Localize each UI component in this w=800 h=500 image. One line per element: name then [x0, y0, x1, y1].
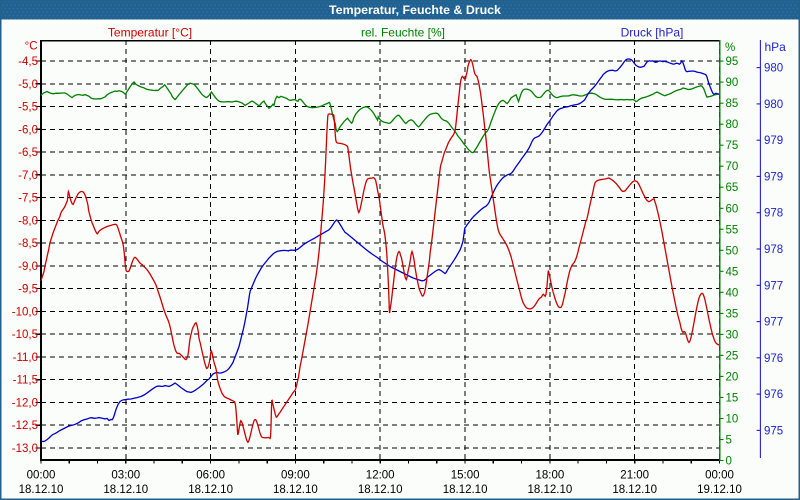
- svg-text:°C: °C: [25, 41, 38, 53]
- svg-text:90: 90: [726, 77, 739, 89]
- svg-text:976: 976: [764, 389, 783, 401]
- svg-text:85: 85: [726, 98, 739, 110]
- svg-text:09:00: 09:00: [281, 470, 310, 482]
- svg-text:-8,0: -8,0: [18, 215, 38, 227]
- svg-text:-6,0: -6,0: [18, 124, 38, 136]
- svg-text:-9,0: -9,0: [18, 261, 38, 273]
- svg-text:15: 15: [726, 392, 739, 404]
- svg-text:06:00: 06:00: [196, 470, 225, 482]
- svg-text:hPa: hPa: [765, 40, 787, 54]
- svg-text:980: 980: [764, 99, 783, 111]
- svg-text:-13,0: -13,0: [12, 443, 38, 455]
- svg-text:rel. Feuchte [%]: rel. Feuchte [%]: [361, 26, 445, 40]
- svg-text:Temperatur [°C]: Temperatur [°C]: [108, 26, 192, 40]
- svg-text:18.12.10: 18.12.10: [358, 484, 403, 496]
- svg-text:5: 5: [726, 435, 732, 447]
- svg-text:21:00: 21:00: [620, 470, 649, 482]
- svg-text:18.12.10: 18.12.10: [528, 484, 573, 496]
- svg-text:Druck [hPa]: Druck [hPa]: [621, 26, 684, 40]
- svg-text:975: 975: [764, 425, 783, 437]
- svg-text:70: 70: [726, 161, 739, 173]
- svg-text:18.12.10: 18.12.10: [19, 484, 64, 496]
- svg-text:-9,5: -9,5: [18, 284, 38, 296]
- svg-text:%: %: [725, 42, 735, 54]
- svg-text:-12,0: -12,0: [12, 398, 38, 410]
- svg-text:75: 75: [726, 140, 739, 152]
- svg-text:980: 980: [764, 63, 783, 75]
- svg-text:-10,5: -10,5: [12, 329, 38, 341]
- svg-text:-12,5: -12,5: [12, 420, 38, 432]
- svg-text:60: 60: [726, 203, 739, 215]
- svg-text:-10,0: -10,0: [12, 306, 38, 318]
- svg-text:18:00: 18:00: [536, 470, 565, 482]
- svg-text:18.12.10: 18.12.10: [188, 484, 233, 496]
- svg-text:15:00: 15:00: [451, 470, 480, 482]
- svg-text:18.12.10: 18.12.10: [103, 484, 148, 496]
- svg-text:977: 977: [764, 317, 783, 329]
- svg-text:45: 45: [726, 266, 739, 278]
- svg-text:12:00: 12:00: [366, 470, 395, 482]
- svg-text:979: 979: [764, 171, 783, 183]
- svg-text:18.12.10: 18.12.10: [273, 484, 318, 496]
- svg-text:95: 95: [726, 56, 739, 68]
- svg-text:-5,5: -5,5: [18, 102, 38, 114]
- svg-text:976: 976: [764, 353, 783, 365]
- svg-text:19.12.10: 19.12.10: [697, 484, 742, 496]
- svg-text:-8,5: -8,5: [18, 238, 38, 250]
- svg-text:55: 55: [726, 224, 739, 236]
- svg-text:-7,0: -7,0: [18, 170, 38, 182]
- svg-text:20: 20: [726, 371, 739, 383]
- svg-text:50: 50: [726, 245, 739, 257]
- svg-text:65: 65: [726, 182, 739, 194]
- svg-text:-7,5: -7,5: [18, 193, 38, 205]
- svg-text:03:00: 03:00: [111, 470, 140, 482]
- svg-text:978: 978: [764, 244, 783, 256]
- svg-text:977: 977: [764, 280, 783, 292]
- svg-text:-11,5: -11,5: [13, 375, 38, 387]
- svg-text:-5,0: -5,0: [18, 79, 38, 91]
- svg-text:979: 979: [764, 135, 783, 147]
- svg-text:80: 80: [726, 119, 739, 131]
- svg-text:-4,5: -4,5: [18, 56, 38, 68]
- svg-text:30: 30: [726, 329, 739, 341]
- svg-text:978: 978: [764, 208, 783, 220]
- svg-text:-6,5: -6,5: [18, 147, 38, 159]
- svg-text:10: 10: [726, 414, 739, 426]
- svg-text:0: 0: [726, 456, 732, 468]
- svg-text:00:00: 00:00: [27, 470, 56, 482]
- svg-text:18.12.10: 18.12.10: [443, 484, 488, 496]
- svg-text:00:00: 00:00: [705, 470, 734, 482]
- svg-text:40: 40: [726, 287, 739, 299]
- svg-text:Temperatur, Feuchte & Druck: Temperatur, Feuchte & Druck: [329, 3, 501, 17]
- svg-text:-11,0: -11,0: [13, 352, 38, 364]
- svg-text:18.12.10: 18.12.10: [612, 484, 657, 496]
- svg-text:25: 25: [726, 350, 739, 362]
- svg-text:35: 35: [726, 308, 739, 320]
